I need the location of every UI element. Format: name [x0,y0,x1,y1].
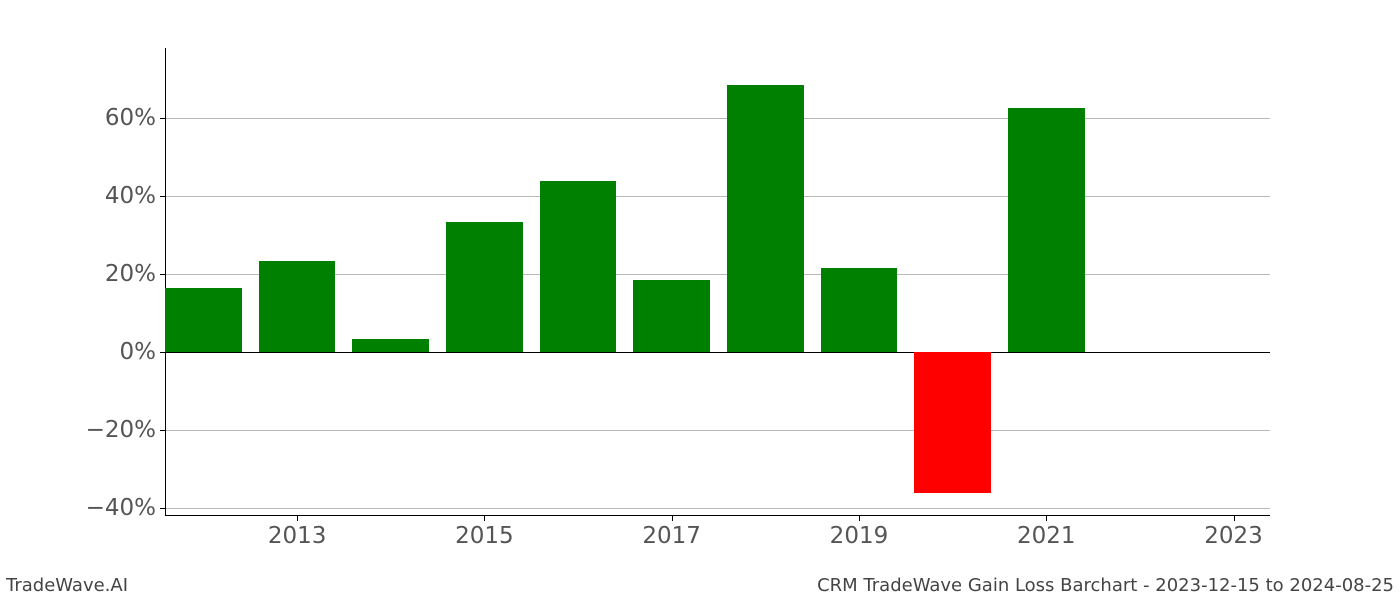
y-tick-label: 60% [105,105,166,131]
chart-container: { "chart": { "type": "bar", "plot": { "l… [0,0,1400,600]
x-tick-mark [297,515,298,521]
footer-left-text: TradeWave.AI [6,575,128,596]
bar [352,339,429,353]
bar [1008,108,1085,352]
y-tick-mark [160,196,166,197]
bar [914,352,991,492]
x-tick-mark [484,515,485,521]
y-tick-label: −40% [86,495,166,521]
bar [821,268,898,352]
bar [727,85,804,352]
gridline [166,118,1270,119]
y-tick-mark [160,274,166,275]
y-tick-mark [160,508,166,509]
x-tick-mark [1046,515,1047,521]
bar [633,280,710,352]
gridline [166,430,1270,431]
bar [446,222,523,353]
gridline [166,508,1270,509]
gridline [166,196,1270,197]
bar [259,261,336,353]
y-tick-label: 20% [105,261,166,287]
bar [540,181,617,353]
plot-area: −40%−20%0%20%40%60%201320152017201920212… [165,48,1270,516]
x-tick-mark [1234,515,1235,521]
y-tick-label: 40% [105,183,166,209]
footer-right-text: CRM TradeWave Gain Loss Barchart - 2023-… [817,575,1394,596]
y-tick-mark [160,430,166,431]
x-tick-mark [672,515,673,521]
y-tick-label: −20% [86,417,166,443]
y-tick-mark [160,118,166,119]
bar [165,288,242,352]
x-tick-mark [859,515,860,521]
zero-line [166,352,1270,353]
